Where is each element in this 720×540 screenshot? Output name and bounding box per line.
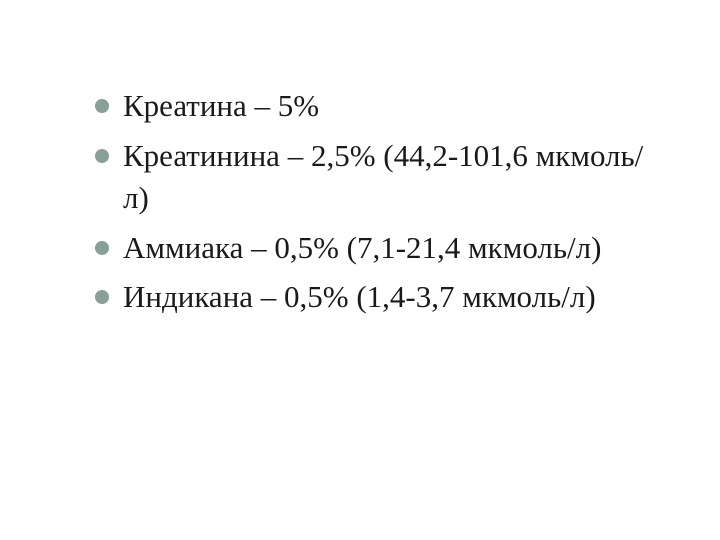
bullet-icon [95, 241, 109, 255]
list-item-text: Индикана – 0,5% (1,4-3,7 мкмоль/л) [123, 279, 596, 314]
list-item-text: Креатинина – 2,5% (44,2-101,6 мкмоль/л) [123, 138, 643, 215]
content-list: Креатина – 5% Креатинина – 2,5% (44,2-10… [95, 85, 660, 318]
list-item-text: Креатина – 5% [123, 88, 319, 123]
list-item: Креатина – 5% [95, 85, 660, 127]
list-item-text: Аммиака – 0,5% (7,1-21,4 мкмоль/л) [123, 230, 601, 265]
bullet-icon [95, 290, 109, 304]
list-item: Креатинина – 2,5% (44,2-101,6 мкмоль/л) [95, 135, 660, 219]
list-item: Аммиака – 0,5% (7,1-21,4 мкмоль/л) [95, 227, 660, 269]
bullet-icon [95, 99, 109, 113]
bullet-icon [95, 149, 109, 163]
list-item: Индикана – 0,5% (1,4-3,7 мкмоль/л) [95, 276, 660, 318]
